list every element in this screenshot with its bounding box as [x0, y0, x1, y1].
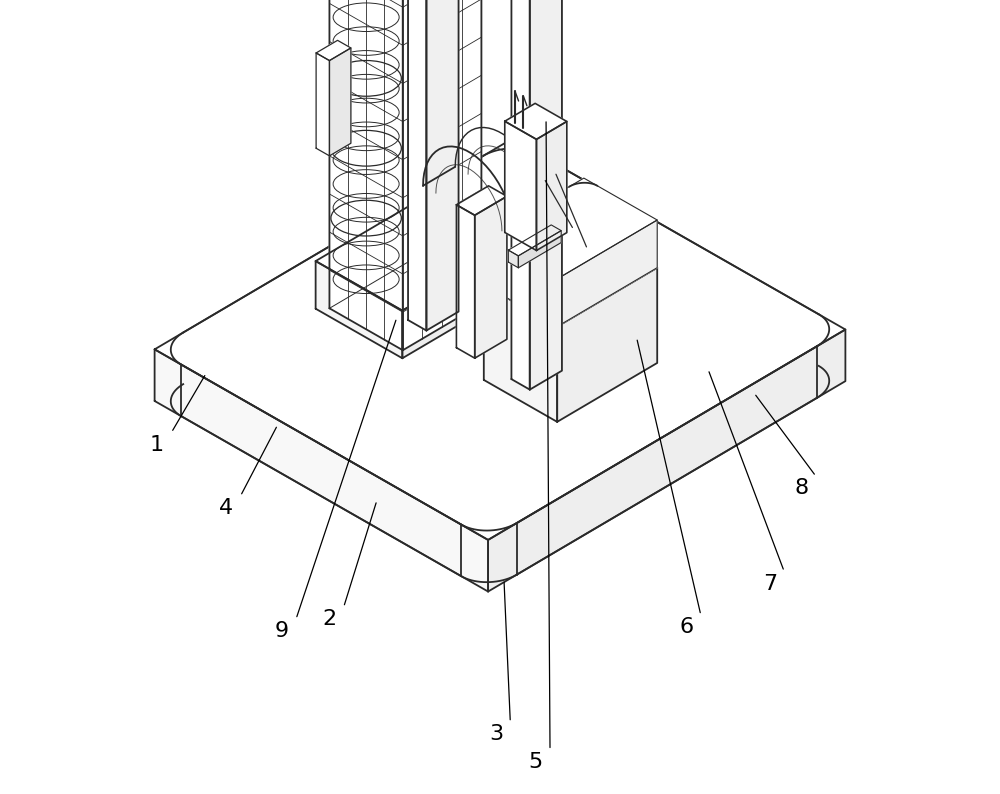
- Polygon shape: [316, 53, 329, 156]
- Polygon shape: [484, 237, 557, 326]
- Text: 1: 1: [150, 434, 164, 455]
- Text: 9: 9: [275, 621, 289, 642]
- Polygon shape: [329, 0, 403, 350]
- Polygon shape: [488, 330, 845, 592]
- Polygon shape: [557, 220, 657, 326]
- Polygon shape: [408, 0, 481, 304]
- Polygon shape: [456, 205, 475, 358]
- Polygon shape: [155, 139, 845, 540]
- Polygon shape: [505, 103, 567, 140]
- Polygon shape: [316, 206, 495, 310]
- Polygon shape: [402, 256, 495, 358]
- Polygon shape: [403, 0, 481, 350]
- Polygon shape: [316, 40, 351, 60]
- Text: 6: 6: [680, 617, 694, 638]
- Polygon shape: [557, 268, 657, 422]
- Polygon shape: [329, 48, 351, 156]
- Text: 2: 2: [322, 609, 336, 630]
- Polygon shape: [155, 349, 488, 592]
- Text: 5: 5: [529, 752, 543, 773]
- Text: 7: 7: [763, 573, 777, 594]
- Polygon shape: [536, 121, 567, 251]
- Polygon shape: [329, 0, 408, 308]
- Polygon shape: [508, 225, 561, 256]
- Text: 4: 4: [219, 498, 233, 518]
- Polygon shape: [508, 250, 518, 268]
- Polygon shape: [426, 0, 459, 330]
- Polygon shape: [484, 178, 657, 279]
- Text: 8: 8: [795, 478, 809, 499]
- Text: 3: 3: [489, 724, 503, 745]
- Polygon shape: [475, 196, 507, 358]
- Polygon shape: [456, 186, 507, 215]
- Polygon shape: [505, 121, 536, 251]
- Polygon shape: [484, 225, 657, 326]
- Polygon shape: [316, 261, 402, 358]
- Polygon shape: [484, 285, 557, 422]
- Polygon shape: [408, 0, 426, 330]
- Polygon shape: [530, 0, 562, 390]
- Polygon shape: [511, 0, 530, 390]
- Polygon shape: [518, 230, 561, 268]
